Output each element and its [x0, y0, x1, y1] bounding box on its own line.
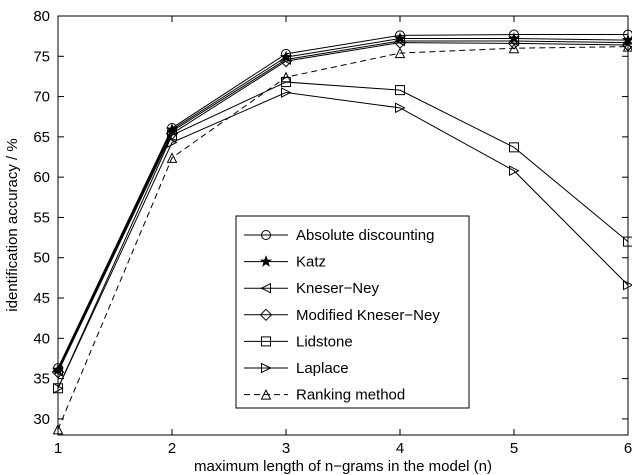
data-point	[279, 54, 293, 68]
data-point	[509, 165, 520, 177]
data-point	[165, 127, 179, 140]
y-tick-label: 80	[33, 8, 50, 25]
legend-item: Lidstone	[244, 333, 353, 350]
y-tick-label: 40	[33, 330, 50, 347]
data-point	[167, 137, 178, 148]
data-point	[53, 382, 64, 394]
legend-label: Laplace	[296, 360, 349, 377]
data-point	[395, 85, 405, 96]
data-point	[508, 42, 520, 54]
data-point	[622, 41, 632, 52]
x-tick-label: 4	[396, 440, 404, 457]
legend-item: Kneser−Ney	[244, 280, 379, 297]
y-tick-label: 70	[33, 89, 50, 106]
series-line	[57, 34, 628, 369]
series-5	[53, 87, 632, 394]
legend-box	[235, 215, 470, 409]
legend-item: Laplace	[244, 360, 349, 377]
legend-marker	[261, 230, 271, 240]
legend-label: Ranking method	[296, 387, 405, 404]
data-point	[623, 279, 632, 291]
y-tick-label: 75	[33, 48, 50, 65]
series-line	[57, 40, 629, 372]
data-point	[509, 142, 519, 153]
data-point	[281, 87, 292, 98]
data-point	[395, 102, 406, 114]
series-line	[57, 81, 629, 389]
y-tick-label: 35	[33, 371, 50, 388]
legend-label: Katz	[296, 254, 326, 271]
legend-label: Absolute discounting	[296, 227, 434, 244]
legend-marker	[261, 362, 272, 374]
legend-marker	[260, 388, 272, 400]
legend-marker	[261, 336, 271, 347]
series-layer	[51, 29, 632, 435]
legend-item: Absolute discounting	[244, 227, 434, 244]
series-3	[51, 36, 632, 379]
data-point	[280, 71, 292, 83]
data-point	[166, 152, 178, 163]
x-tick-label: 3	[282, 440, 290, 457]
x-tick-label: 2	[168, 440, 176, 457]
y-tick-label: 55	[33, 209, 50, 226]
legend-label: Lidstone	[296, 333, 353, 350]
x-tick-label: 6	[624, 440, 632, 457]
legend-label: Modified Kneser−Ney	[296, 307, 440, 324]
series-6	[52, 41, 632, 435]
series-line	[57, 46, 629, 430]
legend: Absolute discounting Katz Kneser−Ney Modifi…	[235, 215, 470, 409]
legend-item: Ranking method	[244, 387, 405, 404]
y-tick-label: 45	[33, 290, 50, 307]
legend-label: Kneser−Ney	[296, 280, 379, 297]
data-point	[52, 423, 64, 435]
data-point	[623, 236, 632, 247]
series-line	[57, 92, 629, 389]
y-tick-label: 60	[33, 169, 50, 186]
legend-item: Modified Kneser−Ney	[244, 307, 440, 324]
legend-marker	[260, 282, 271, 294]
legend-marker	[259, 255, 273, 267]
y-tick-label: 30	[33, 411, 50, 428]
data-point	[51, 365, 65, 379]
y-axis-title: identification accuracy / %	[4, 138, 21, 311]
y-tick-label: 50	[33, 250, 50, 267]
x-tick-label: 1	[54, 440, 62, 457]
y-tick-label: 65	[33, 129, 50, 146]
series-line	[57, 42, 629, 373]
x-tick-label: 5	[510, 440, 518, 457]
series-line	[57, 38, 629, 370]
data-point	[394, 47, 406, 59]
legend-item: Katz	[244, 254, 326, 271]
legend-marker	[259, 308, 273, 322]
data-point	[507, 37, 521, 50]
x-axis-title: maximum length of n−grams in the model (…	[194, 458, 492, 475]
